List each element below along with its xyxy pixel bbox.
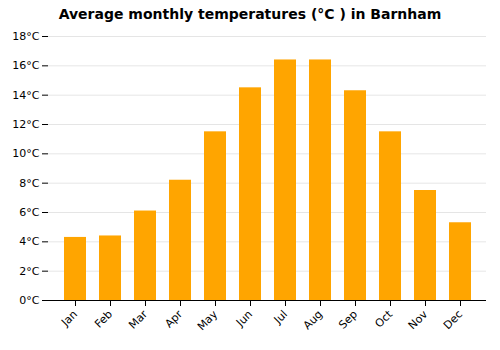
svg-text:Jul: Jul (271, 308, 290, 327)
svg-text:Feb: Feb (92, 308, 115, 331)
svg-text:Dec: Dec (441, 308, 465, 332)
svg-text:12°C: 12°C (12, 118, 39, 131)
svg-text:May: May (195, 307, 221, 333)
svg-text:6°C: 6°C (19, 206, 39, 219)
svg-text:16°C: 16°C (12, 59, 39, 72)
svg-text:Apr: Apr (162, 307, 185, 330)
svg-text:4°C: 4°C (19, 235, 39, 248)
html-text:Average monthly temperatures (: Average monthly temperatures (°C ) in Ba… (58, 6, 442, 22)
svg-text:Mar: Mar (126, 307, 150, 331)
svg-text:Jun: Jun (233, 308, 255, 330)
svg-text:8°C: 8°C (19, 177, 39, 190)
svg-text:0°C: 0°C (19, 294, 39, 307)
svg-text:14°C: 14°C (12, 89, 39, 102)
svg-text:10°C: 10°C (12, 147, 39, 160)
svg-text:Jan: Jan (58, 308, 80, 330)
svg-text:Aug: Aug (301, 308, 325, 332)
svg-text:2°C: 2°C (19, 265, 39, 278)
svg-text:Sep: Sep (336, 308, 360, 332)
svg-text:18°C: 18°C (12, 30, 39, 43)
svg-text:Oct: Oct (372, 307, 395, 330)
svg-text:Nov: Nov (406, 307, 431, 332)
